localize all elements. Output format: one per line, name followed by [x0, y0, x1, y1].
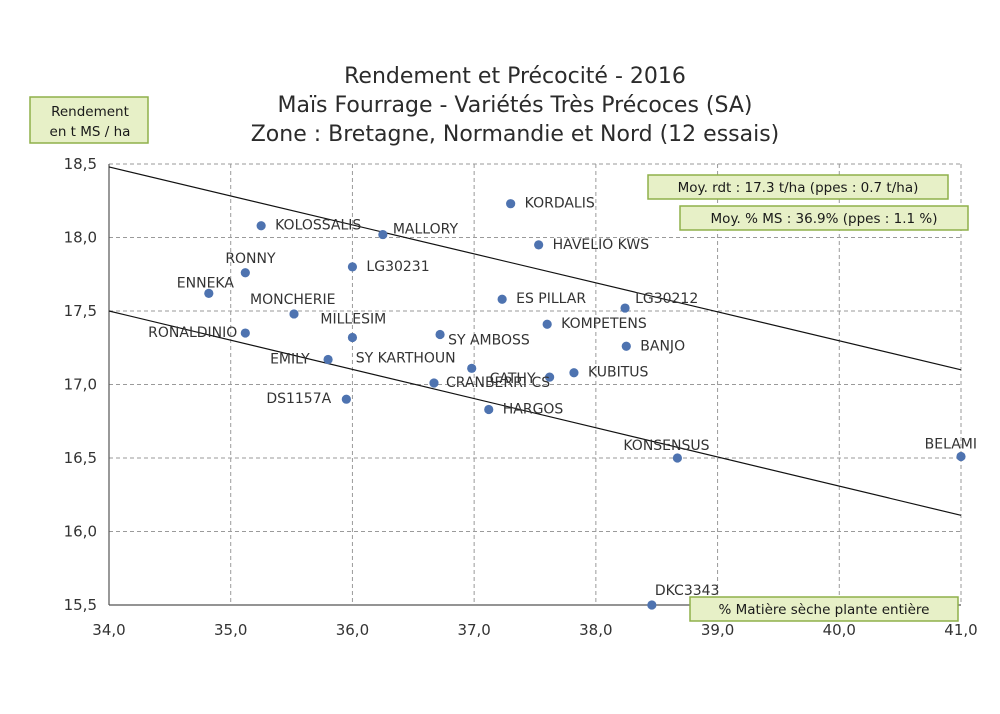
point-label: KORDALIS	[525, 196, 595, 212]
data-point	[467, 363, 477, 373]
mean-yield-text: Moy. rdt : 17.3 t/ha (ppes : 0.7 t/ha)	[678, 180, 919, 196]
point-label: MILLESIM	[320, 311, 386, 327]
point-label: CRANBERRI CS	[446, 375, 550, 391]
data-point	[429, 378, 439, 388]
data-point	[256, 221, 266, 231]
data-point	[956, 451, 966, 462]
mean-dm-box: Moy. % MS : 36.9% (ppes : 1.1 %)	[679, 205, 969, 231]
data-point	[569, 368, 579, 378]
y-tick-label: 17,5	[64, 302, 97, 320]
title-line-2: Maïs Fourrage - Variétés Très Précoces (…	[277, 93, 752, 118]
x-tick-label: 34,0	[92, 621, 125, 639]
point-label: ES PILLAR	[516, 291, 586, 307]
point-labels: KORDALIS KOLOSSALIS MALLORY HAVELIO KWS RONN…	[148, 196, 977, 599]
data-point	[347, 262, 358, 272]
point-label: KUBITUS	[588, 365, 649, 381]
data-point	[621, 341, 631, 351]
x-tick-label: 39,0	[701, 621, 734, 639]
data-point	[534, 240, 544, 250]
point-label: CATHY	[490, 371, 536, 387]
reference-line-1	[108, 166, 962, 371]
data-point	[620, 303, 630, 313]
y-axis-label-box: Rendement en t MS / ha	[29, 96, 149, 144]
mean-dm-text: Moy. % MS : 36.9% (ppes : 1.1 %)	[711, 211, 938, 227]
mean-yield-box: Moy. rdt : 17.3 t/ha (ppes : 0.7 t/ha)	[647, 174, 949, 200]
point-label: LG30231	[366, 259, 429, 275]
data-point	[545, 372, 555, 382]
point-label: MONCHERIE	[250, 292, 335, 308]
point-label: RONALDINIO	[148, 325, 237, 341]
data-point	[672, 453, 683, 463]
point-label: RONNY	[225, 251, 276, 267]
point-label: EMILY	[270, 352, 310, 368]
data-point	[289, 309, 299, 319]
title-line-1: Rendement et Précocité - 2016	[344, 64, 686, 89]
point-label: DKC3343	[655, 583, 720, 599]
point-label: MALLORY	[393, 222, 459, 238]
data-point	[435, 329, 445, 340]
grid	[109, 163, 962, 605]
point-label: HAVELIO KWS	[553, 237, 650, 253]
xlabel-text: % Matière sèche plante entière	[719, 602, 930, 618]
point-label: ENNEKA	[177, 275, 235, 291]
point-label: LG30212	[635, 291, 698, 307]
x-tick-label: 35,0	[214, 621, 247, 639]
reference-line-2	[108, 310, 962, 516]
x-tick-label: 41,0	[944, 621, 977, 639]
point-label: BELAMI	[925, 437, 977, 453]
point-label: DS1157A	[266, 391, 331, 407]
y-tick-label: 16,0	[64, 523, 97, 541]
x-tick-label: 37,0	[457, 621, 490, 639]
data-point	[378, 229, 388, 240]
data-point	[323, 354, 333, 365]
data-point	[506, 199, 516, 209]
title-line-3: Zone : Bretagne, Normandie et Nord (12 e…	[251, 122, 780, 147]
point-label: SY KARTHOUN	[356, 350, 456, 366]
ylabel-line-1: Rendement	[51, 104, 129, 120]
x-tick-label: 36,0	[336, 621, 369, 639]
data-point	[240, 328, 250, 338]
point-label: KOLOSSALIS	[275, 218, 361, 234]
y-tick-label: 17,0	[64, 376, 97, 394]
point-label: KOMPETENS	[561, 316, 647, 332]
data-point	[341, 394, 351, 404]
y-tick-label: 18,5	[64, 155, 97, 173]
x-axis-label-box: % Matière sèche plante entière	[689, 596, 959, 622]
data-point	[484, 404, 494, 415]
x-tick-label: 38,0	[579, 621, 612, 639]
point-label: HARGOS	[503, 401, 564, 417]
chart-title: Rendement et Précocité - 2016 Maïs Fourr…	[251, 64, 780, 147]
y-tick-label: 15,5	[64, 596, 97, 614]
y-tick-label: 16,5	[64, 449, 97, 467]
trend-lines	[108, 166, 962, 516]
y-tick-label: 18,0	[64, 229, 97, 247]
data-points	[204, 199, 966, 610]
ylabel-line-2: en t MS / ha	[50, 124, 131, 140]
data-point	[542, 319, 552, 329]
data-point	[497, 294, 507, 304]
data-point	[647, 600, 657, 610]
x-tick-label: 40,0	[823, 621, 856, 639]
data-point	[347, 332, 358, 343]
point-label: BANJO	[640, 338, 685, 354]
point-label: SY AMBOSS	[448, 333, 530, 349]
point-label: KONSENSUS	[623, 438, 709, 454]
data-point	[240, 268, 250, 278]
data-point	[204, 288, 214, 298]
